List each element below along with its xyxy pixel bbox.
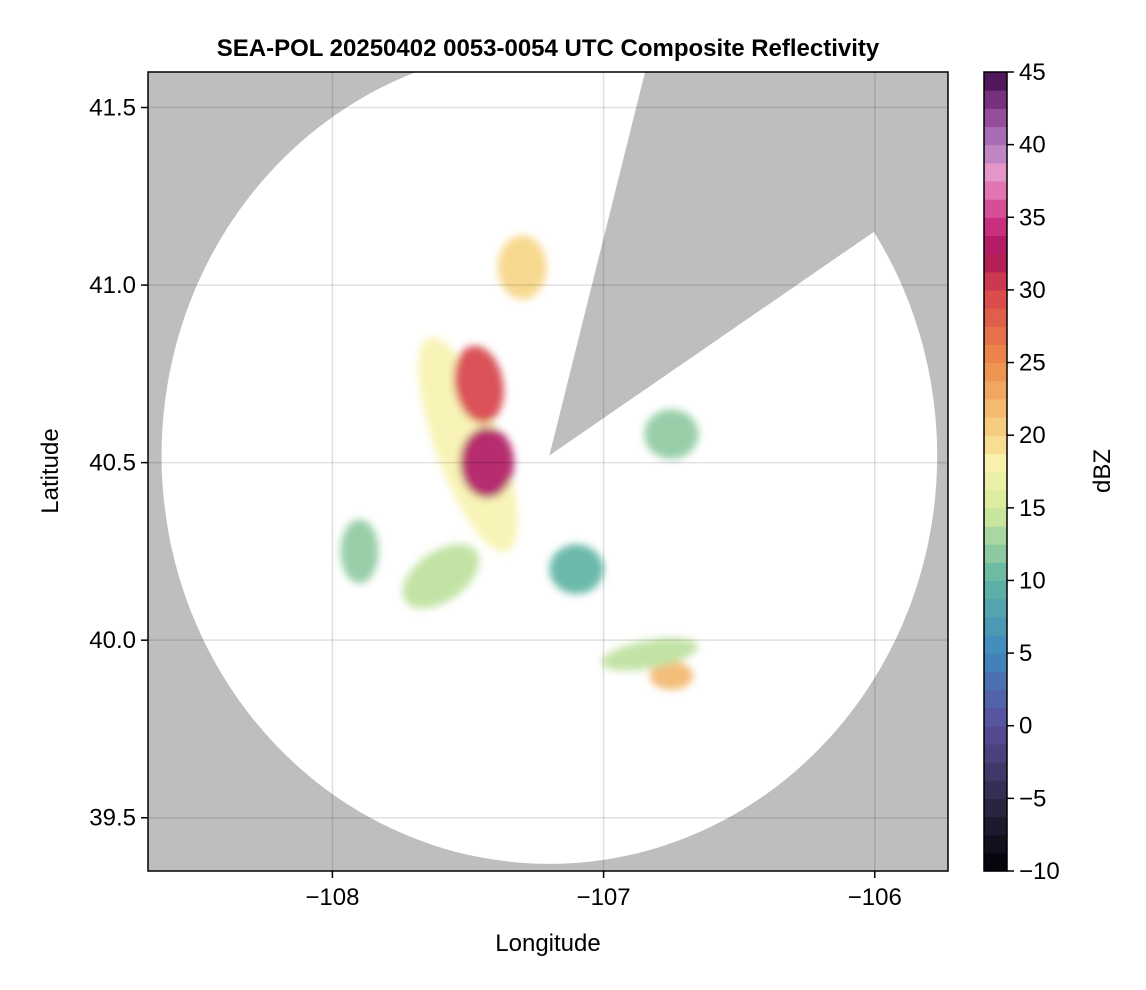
colorbar-swatch (984, 780, 1007, 799)
x-tick-label: −108 (305, 884, 359, 911)
colorbar-swatch (984, 707, 1007, 727)
plot-frame (147, 71, 949, 872)
colorbar-swatch (984, 271, 1007, 291)
echo-region-2 (453, 345, 504, 424)
x-axis-ticks: −108 −107 −106 (305, 871, 902, 911)
colorbar-swatch (984, 326, 1007, 345)
x-tick-label: −107 (577, 884, 631, 911)
colorbar-swatch (984, 235, 1007, 255)
y-axis-ticks: 39.5 40.0 40.5 41.0 41.5 (89, 95, 148, 832)
colorbar-tick-label: 35 (1019, 204, 1046, 231)
colorbar-swatch (984, 217, 1007, 237)
colorbar-tick-label: 15 (1019, 495, 1046, 522)
colorbar-swatch (984, 580, 1007, 600)
colorbar: 45 40 35 30 25 20 15 10 5 0 −5 −10 (983, 59, 1060, 885)
y-tick-label: 40.5 (89, 450, 136, 477)
colorbar-swatch (984, 544, 1007, 563)
y-tick-label: 41.5 (89, 95, 136, 122)
colorbar-swatch (984, 653, 1007, 672)
colorbar-swatch (984, 126, 1007, 146)
y-tick-label: 41.0 (89, 272, 136, 299)
blocked-sector-wedge (549, 72, 948, 456)
colorbar-swatch (984, 616, 1007, 636)
colorbar-swatch (984, 489, 1007, 509)
colorbar-tick-label: 40 (1019, 132, 1046, 159)
colorbar-tick-label: 0 (1019, 713, 1032, 740)
x-tick-label: −106 (848, 884, 902, 911)
colorbar-label: dBZ (1089, 449, 1116, 493)
echo-region-6 (644, 409, 699, 460)
colorbar-swatch (984, 507, 1007, 527)
colorbar-swatch (984, 762, 1007, 781)
colorbar-tick-label: 10 (1019, 567, 1046, 594)
colorbar-swatch (984, 453, 1007, 473)
chart-title: SEA-POL 20250402 0053-0054 UTC Composite… (217, 35, 880, 62)
echo-region-10 (340, 519, 379, 584)
colorbar-swatch (984, 525, 1007, 545)
x-axis-label: Longitude (495, 930, 600, 957)
colorbar-swatch (984, 199, 1007, 218)
echo-regions (340, 235, 699, 690)
colorbar-swatch (984, 562, 1007, 582)
colorbar-frame (983, 71, 1008, 872)
colorbar-swatch (984, 689, 1007, 709)
colorbar-swatch (984, 398, 1007, 418)
colorbar-swatch (984, 180, 1007, 200)
colorbar-tick-label: 20 (1019, 422, 1046, 449)
colorbar-swatch (984, 798, 1007, 818)
colorbar-swatch (984, 725, 1007, 745)
colorbar-swatch (984, 834, 1007, 854)
colorbar-tick-label: 30 (1019, 277, 1046, 304)
echo-region-7 (649, 661, 694, 690)
colorbar-swatch (984, 671, 1007, 691)
colorbar-swatch (984, 108, 1007, 128)
y-tick-label: 40.0 (89, 627, 136, 654)
echo-region-5 (497, 235, 547, 300)
colorbar-tick-label: 5 (1019, 640, 1032, 667)
colorbar-swatch (984, 253, 1007, 273)
colorbar-swatch (984, 144, 1007, 164)
colorbar-tick-label: 45 (1019, 59, 1046, 86)
colorbar-swatch (984, 634, 1007, 654)
colorbar-swatch (984, 852, 1007, 872)
grid-lines (148, 72, 948, 871)
colorbar-swatch (984, 471, 1007, 491)
colorbar-swatch (984, 435, 1007, 454)
colorbar-swatch (984, 816, 1007, 836)
y-axis-label: Latitude (37, 428, 64, 513)
y-tick-label: 39.5 (89, 805, 136, 832)
colorbar-tick-label: 25 (1019, 350, 1046, 377)
echo-region-8 (601, 638, 698, 671)
colorbar-swatch (984, 417, 1007, 436)
echo-region-3 (459, 427, 515, 499)
echo-region-4 (402, 544, 480, 609)
echo-region-9 (549, 544, 604, 595)
colorbar-tick-label: −5 (1019, 785, 1046, 812)
colorbar-swatch (984, 162, 1007, 182)
colorbar-swatch (984, 308, 1007, 327)
colorbar-swatch (984, 380, 1007, 400)
colorbar-swatch (984, 743, 1007, 763)
colorbar-swatch (984, 362, 1007, 382)
colorbar-swatch (984, 90, 1007, 109)
plot-area: −108 −107 −106 39.5 40.0 40.5 41.0 41.5 (89, 71, 949, 911)
colorbar-swatch (984, 598, 1007, 618)
colorbar-swatch (984, 289, 1007, 309)
colorbar-swatch (984, 344, 1007, 364)
colorbar-tick-label: −10 (1019, 858, 1060, 885)
colorbar-swatch (984, 72, 1007, 91)
